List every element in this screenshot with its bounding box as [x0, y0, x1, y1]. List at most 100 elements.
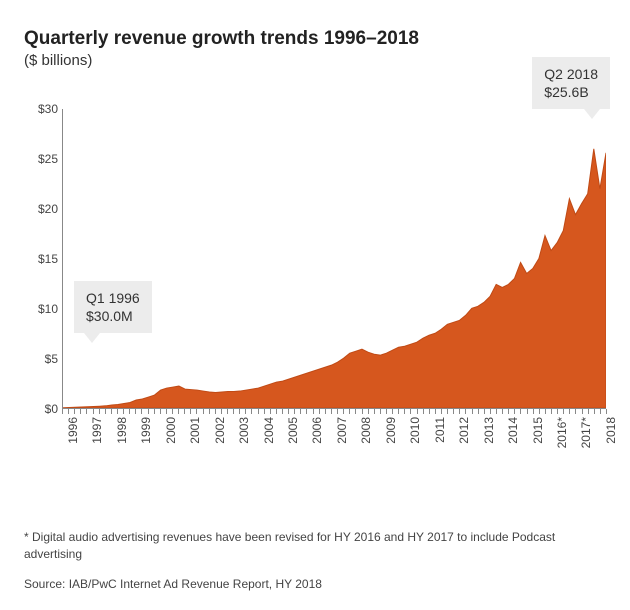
x-minor-tick: [386, 409, 387, 414]
chart-container: Quarterly revenue growth trends 1996–201…: [0, 0, 630, 610]
y-tick-label: $5: [45, 352, 58, 366]
x-minor-tick: [93, 409, 94, 414]
x-minor-tick: [429, 409, 430, 414]
x-minor-tick: [123, 409, 124, 414]
x-minor-tick: [380, 409, 381, 414]
x-minor-tick: [410, 409, 411, 414]
x-minor-tick: [563, 409, 564, 414]
callout-end-line1: Q2 2018: [544, 65, 598, 83]
x-minor-tick: [319, 409, 320, 414]
x-minor-tick: [478, 409, 479, 414]
x-tick-label: 2013: [482, 417, 496, 444]
x-minor-tick: [527, 409, 528, 414]
x-minor-tick: [264, 409, 265, 414]
x-tick-label: 2006: [310, 417, 324, 444]
x-minor-tick: [141, 409, 142, 414]
x-minor-tick: [148, 409, 149, 414]
x-minor-tick: [203, 409, 204, 414]
x-tick-label: 2000: [164, 417, 178, 444]
x-tick-label: 2011: [433, 417, 447, 443]
x-minor-tick: [209, 409, 210, 414]
x-minor-tick: [154, 409, 155, 414]
x-minor-tick: [245, 409, 246, 414]
x-minor-tick: [86, 409, 87, 414]
x-tick-label: 2001: [188, 417, 202, 444]
x-minor-tick: [172, 409, 173, 414]
x-minor-tick: [325, 409, 326, 414]
callout-end-line2: $25.6B: [544, 83, 598, 101]
x-minor-tick: [392, 409, 393, 414]
x-minor-tick: [221, 409, 222, 414]
x-tick-label: 1999: [139, 417, 153, 444]
x-minor-tick: [251, 409, 252, 414]
x-minor-tick: [459, 409, 460, 414]
callout-start-line2: $30.0M: [86, 307, 140, 325]
chart-title: Quarterly revenue growth trends 1996–201…: [24, 28, 606, 50]
x-minor-tick: [545, 409, 546, 414]
x-minor-tick: [514, 409, 515, 414]
x-tick-label: 2015: [531, 417, 545, 444]
source-line: Source: IAB/PwC Internet Ad Revenue Repo…: [24, 577, 606, 591]
x-minor-tick: [520, 409, 521, 414]
x-minor-tick: [80, 409, 81, 414]
x-tick-label: 2018: [604, 417, 618, 444]
y-tick-label: $30: [38, 102, 58, 116]
x-minor-tick: [404, 409, 405, 414]
callout-start: Q1 1996 $30.0M: [74, 281, 152, 333]
x-minor-tick: [374, 409, 375, 414]
x-minor-tick: [160, 409, 161, 414]
x-minor-tick: [313, 409, 314, 414]
x-minor-tick: [472, 409, 473, 414]
callout-start-pointer: [84, 333, 100, 343]
x-minor-tick: [105, 409, 106, 414]
x-minor-tick: [282, 409, 283, 414]
x-minor-tick: [178, 409, 179, 414]
x-minor-tick: [215, 409, 216, 414]
x-minor-tick: [557, 409, 558, 414]
x-minor-tick: [306, 409, 307, 414]
x-minor-tick: [300, 409, 301, 414]
x-minor-tick: [190, 409, 191, 414]
x-minor-tick: [606, 409, 607, 414]
x-minor-tick: [337, 409, 338, 414]
y-tick-label: $15: [38, 252, 58, 266]
x-minor-tick: [355, 409, 356, 414]
chart-area: Q2 2018 $25.6B $0$5$10$15$20$25$30 Q1 19…: [24, 109, 606, 479]
x-minor-tick: [227, 409, 228, 414]
x-minor-tick: [453, 409, 454, 414]
x-minor-tick: [423, 409, 424, 414]
x-minor-tick: [74, 409, 75, 414]
y-tick-label: $0: [45, 402, 58, 416]
x-tick-label: 2003: [237, 417, 251, 444]
x-minor-tick: [539, 409, 540, 414]
area-series: [63, 149, 606, 408]
x-tick-label: 1998: [115, 417, 129, 444]
callout-end: Q2 2018 $25.6B: [532, 57, 610, 109]
x-minor-tick: [569, 409, 570, 414]
x-minor-tick: [600, 409, 601, 414]
x-minor-tick: [239, 409, 240, 414]
footnote: * Digital audio advertising revenues hav…: [24, 529, 606, 563]
callout-start-line1: Q1 1996: [86, 289, 140, 307]
x-minor-tick: [233, 409, 234, 414]
x-tick-label: 2009: [384, 417, 398, 444]
x-minor-tick: [349, 409, 350, 414]
x-tick-label: 2017*: [579, 417, 593, 448]
x-tick-label: 2012: [457, 417, 471, 444]
x-minor-tick: [575, 409, 576, 414]
x-tick-label: 2008: [359, 417, 373, 444]
x-tick-label: 2002: [213, 417, 227, 444]
x-minor-tick: [447, 409, 448, 414]
x-minor-tick: [270, 409, 271, 414]
x-minor-tick: [484, 409, 485, 414]
x-minor-tick: [184, 409, 185, 414]
x-minor-tick: [533, 409, 534, 414]
x-minor-tick: [465, 409, 466, 414]
x-tick-label: 2016*: [555, 417, 569, 448]
x-minor-tick: [68, 409, 69, 414]
x-tick-label: 2007: [335, 417, 349, 444]
x-minor-tick: [417, 409, 418, 414]
x-minor-tick: [129, 409, 130, 414]
x-minor-tick: [441, 409, 442, 414]
x-minor-tick: [62, 409, 63, 414]
